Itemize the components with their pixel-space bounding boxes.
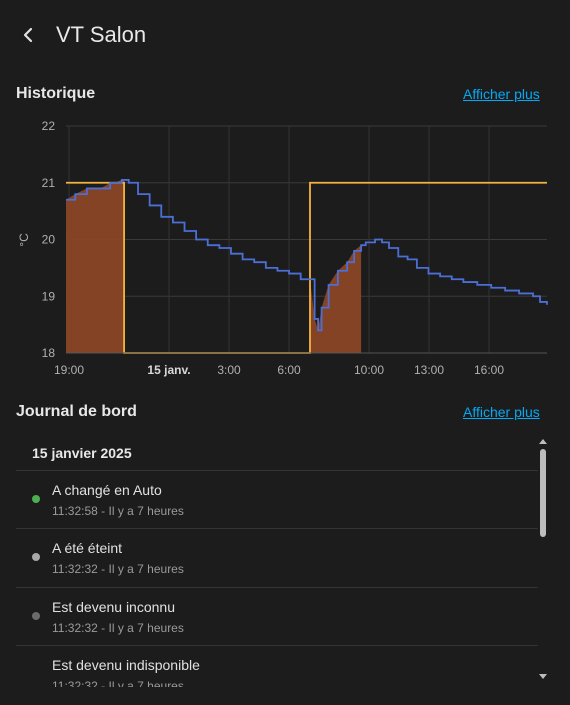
scroll-up-arrow-icon[interactable] xyxy=(539,439,547,444)
y-tick-label: 19 xyxy=(42,289,56,303)
logbook-entry-message: Est devenu inconnu xyxy=(52,599,175,615)
heating-area xyxy=(309,245,362,353)
logbook-title: Journal de bord xyxy=(16,403,137,420)
y-tick-label: 21 xyxy=(42,176,56,190)
divider xyxy=(16,470,538,471)
history-more-link[interactable]: Afficher plus xyxy=(463,86,540,102)
logbook-date: 15 janvier 2025 xyxy=(32,445,132,461)
status-dot xyxy=(32,553,40,561)
scroll-thumb[interactable] xyxy=(540,449,546,537)
logbook-list: 15 janvier 2025 A changé en Auto 11:32:5… xyxy=(16,437,538,687)
logbook-entry: A changé en Auto 11:32:58 - Il y a 7 heu… xyxy=(16,471,538,529)
x-tick-label: 3:00 xyxy=(217,363,241,377)
divider xyxy=(16,528,538,529)
x-tick-label: 19:00 xyxy=(54,363,84,377)
logbook-more-link[interactable]: Afficher plus xyxy=(463,404,540,420)
chevron-left-icon xyxy=(23,27,33,43)
x-tick-label: 13:00 xyxy=(414,363,444,377)
divider xyxy=(16,645,538,646)
dialog-title: VT Salon xyxy=(56,22,147,47)
logbook-entry-time: 11:32:32 - Il y a 7 heures xyxy=(52,562,184,576)
history-chart: 22 21 20 19 18 19:00 15 janv. 3:00 6:00 10:00 13:0… xyxy=(0,112,570,382)
x-tick-label: 10:00 xyxy=(354,363,384,377)
logbook-entry-message: A été éteint xyxy=(52,540,123,556)
logbook-entry: Est devenu indisponible 11:32:32 - Il y … xyxy=(16,646,538,687)
y-axis-label: °C xyxy=(17,233,31,247)
history-title: Historique xyxy=(16,85,96,102)
dialog-header: VT Salon xyxy=(0,0,570,70)
logbook-entry: Est devenu inconnu 11:32:32 - Il y a 7 h… xyxy=(16,588,538,646)
logbook-scrollbar[interactable] xyxy=(538,437,548,687)
heating-area xyxy=(66,179,125,353)
y-tick-label: 20 xyxy=(42,233,56,247)
x-tick-label: 6:00 xyxy=(277,363,301,377)
divider xyxy=(16,587,538,588)
y-tick-label: 18 xyxy=(42,346,56,360)
status-dot xyxy=(32,495,40,503)
logbook-entry: A été éteint 11:32:32 - Il y a 7 heures xyxy=(16,529,538,587)
temperature-line xyxy=(66,179,548,332)
back-button[interactable] xyxy=(16,23,40,47)
logbook-entry-message: Est devenu indisponible xyxy=(52,657,200,673)
setpoint-line xyxy=(66,181,547,354)
logbook-entry-time: 11:32:32 - Il y a 7 heures xyxy=(52,621,184,635)
logbook-entry-message: A changé en Auto xyxy=(52,482,162,498)
x-tick-label: 15 janv. xyxy=(147,363,190,377)
logbook-entry-time: 11:32:32 - Il y a 7 heures xyxy=(52,679,184,687)
status-dot xyxy=(32,612,40,620)
scroll-down-arrow-icon[interactable] xyxy=(539,674,547,679)
y-tick-label: 22 xyxy=(42,119,56,133)
x-tick-label: 16:00 xyxy=(474,363,504,377)
history-chart-svg: 22 21 20 19 18 19:00 15 janv. 3:00 6:00 10:00 13:0… xyxy=(17,119,548,377)
logbook-entry-time: 11:32:58 - Il y a 7 heures xyxy=(52,504,184,518)
